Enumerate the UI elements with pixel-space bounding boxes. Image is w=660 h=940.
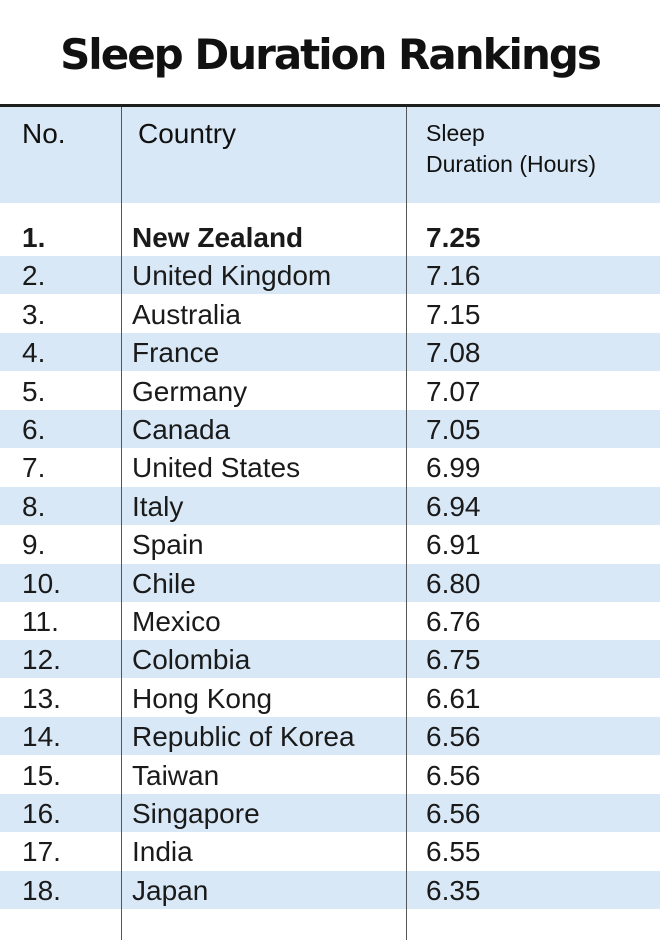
column-header-sleep-duration: Sleep Duration (Hours) (426, 118, 596, 180)
column-header-country: Country (138, 118, 237, 149)
rank-cell: 10. (22, 567, 61, 599)
country-cell: Japan (132, 874, 209, 906)
sleep-duration-cell: 6.76 (426, 606, 481, 637)
table-row: 12. Colombia 6.75 (0, 640, 660, 679)
sleep-duration-cell: 7.08 (426, 337, 481, 369)
page-title: Sleep Duration Rankings (60, 30, 602, 79)
country-cell: Canada (132, 414, 231, 445)
country-cell: Italy (132, 490, 184, 522)
country-cell: Hong Kong (132, 682, 273, 714)
sleep-duration-cell: 6.35 (426, 874, 481, 906)
table-row: 18. Japan 6.35 (0, 870, 660, 909)
sleep-duration-cell: 6.56 (426, 798, 481, 829)
country-cell: Chile (132, 567, 196, 599)
country-cell: France (132, 337, 220, 369)
sleep-duration-cell: 6.75 (426, 644, 481, 676)
rank-cell: 14. (22, 721, 61, 753)
sleep-duration-cell: 6.80 (426, 567, 481, 599)
country-cell: Taiwan (132, 759, 220, 791)
rank-cell: 6. (22, 414, 46, 445)
rank-cell: 16. (22, 798, 61, 829)
column-divider-2 (406, 107, 407, 940)
rank-cell: 2. (22, 260, 46, 292)
table-row: 2. United Kingdom 7.16 (0, 256, 660, 295)
rank-cell: 18. (22, 874, 61, 906)
country-cell: United States (132, 452, 301, 484)
rank-cell: 7. (22, 452, 46, 484)
table-row: 14. Republic of Korea 6.56 (0, 717, 660, 756)
country-cell: United Kingdom (132, 260, 332, 292)
table-row: 16. Singapore 6.56 (0, 794, 660, 832)
country-cell: Colombia (132, 644, 251, 676)
table-row: 13. Hong Kong 6.61 (0, 679, 660, 717)
country-cell: Germany (132, 375, 248, 407)
sleep-duration-cell: 7.05 (426, 414, 481, 445)
country-cell: India (132, 836, 193, 868)
rank-cell: 17. (22, 836, 61, 868)
sleep-duration-cell: 6.99 (426, 452, 481, 484)
rank-cell: 4. (22, 337, 46, 369)
sleep-duration-cell: 6.91 (426, 529, 481, 561)
sleep-duration-cell: 7.16 (426, 260, 481, 292)
country-cell: Singapore (132, 798, 260, 829)
table-row: 7. United States 6.99 (0, 448, 660, 486)
rank-cell: 8. (22, 490, 46, 522)
sleep-duration-cell: 6.55 (426, 836, 481, 868)
country-cell: Mexico (132, 606, 221, 637)
country-cell: Republic of Korea (132, 721, 355, 753)
sleep-duration-cell: 7.07 (426, 375, 481, 407)
rank-cell: 1. (22, 222, 46, 253)
country-cell: Spain (132, 529, 204, 561)
sleep-duration-cell: 6.94 (426, 490, 481, 522)
table-row: 11. Mexico 6.76 (0, 602, 660, 640)
table-row: 1. New Zealand 7.25 (0, 218, 660, 256)
column-header-sleep-line2: Duration (Hours) (426, 151, 596, 177)
table-row: 8. Italy 6.94 (0, 486, 660, 525)
rank-cell: 11. (22, 606, 59, 637)
table-row: 6. Canada 7.05 (0, 410, 660, 448)
table-row: 5. Germany 7.07 (0, 372, 660, 410)
table-row: 9. Spain 6.91 (0, 525, 660, 563)
rank-cell: 15. (22, 759, 61, 791)
rank-cell: 12. (22, 644, 61, 676)
table-row: 15. Taiwan 6.56 (0, 756, 660, 794)
column-header-no: No. (22, 118, 66, 149)
table-row: 10. Chile 6.80 (0, 563, 660, 602)
country-cell: New Zealand (132, 222, 304, 253)
sleep-duration-cell: 7.25 (426, 222, 481, 253)
column-divider-1 (121, 107, 122, 940)
sleep-duration-cell: 6.61 (426, 682, 481, 714)
header-band (0, 107, 660, 203)
rank-cell: 5. (22, 375, 46, 407)
table-row: 17. India 6.55 (0, 832, 660, 870)
table-row: 4. France 7.08 (0, 333, 660, 372)
sleep-duration-cell: 6.56 (426, 759, 481, 791)
table-row: 3. Australia 7.15 (0, 295, 660, 333)
sleep-duration-cell: 7.15 (426, 298, 481, 330)
rank-cell: 13. (22, 682, 61, 714)
column-header-sleep-line1: Sleep (426, 120, 485, 146)
rank-cell: 3. (22, 298, 46, 330)
top-rule (0, 104, 660, 107)
country-cell: Australia (132, 298, 241, 330)
sleep-duration-cell: 6.56 (426, 721, 481, 753)
rank-cell: 9. (22, 529, 46, 561)
